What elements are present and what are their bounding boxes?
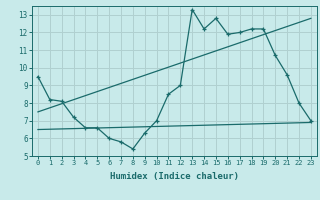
X-axis label: Humidex (Indice chaleur): Humidex (Indice chaleur): [110, 172, 239, 181]
